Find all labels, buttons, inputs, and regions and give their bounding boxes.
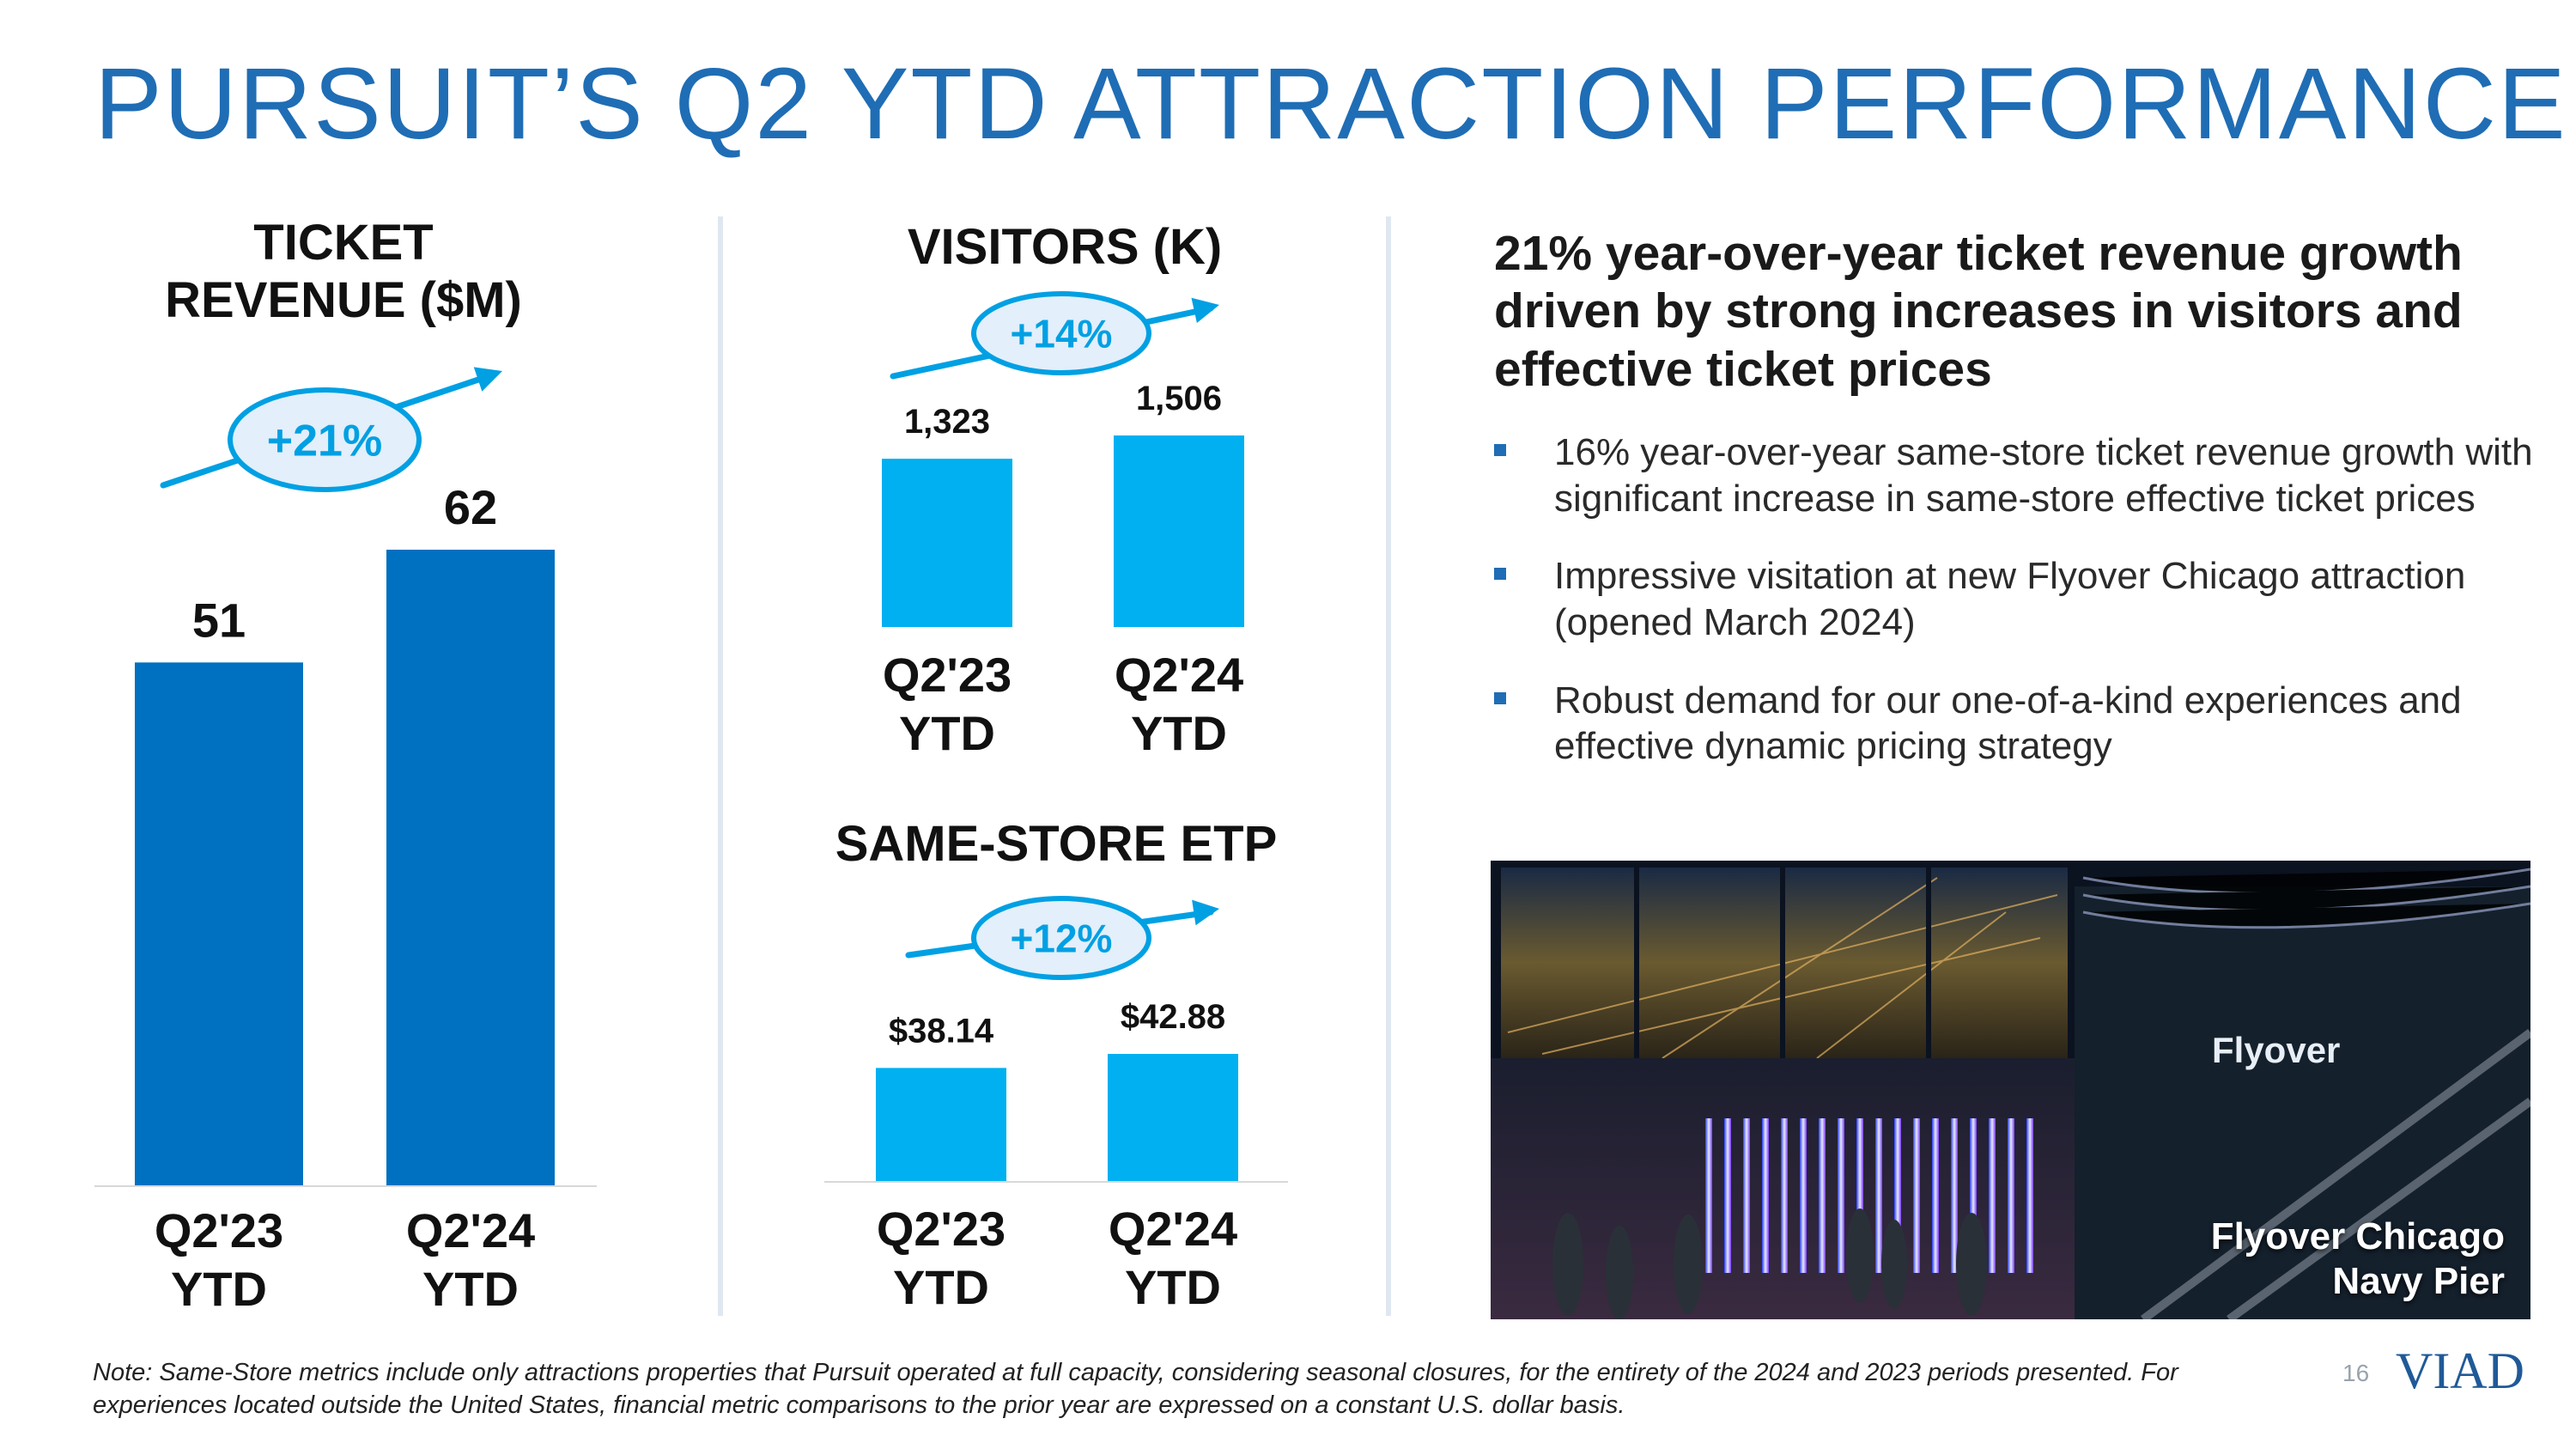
page-title: PURSUIT’S Q2 YTD ATTRACTION PERFORMANCE [94,47,2567,161]
footnote: Note: Same-Store metrics include only at… [93,1359,2178,1419]
bullet-item: Impressive visitation at new Flyover Chi… [1494,553,2542,645]
visitors-title: VISITORS (K) [907,219,1223,275]
growth-arrow-head [1192,899,1219,926]
photo-illustration: Flyover [1491,861,2530,1319]
growth-arrow-head [1191,297,1219,324]
flyover-chicago-photo: Flyover Flyover Chicago Navy Pier [1491,861,2530,1319]
x-tick-label: YTD [893,1260,989,1314]
photo-caption: Flyover Chicago Navy Pier [2211,1215,2505,1304]
bullet-list: 16% year-over-year same-store ticket rev… [1494,429,2542,801]
x-tick-label: YTD [422,1262,519,1316]
bullet-square-icon [1494,444,1506,456]
bar [882,459,1012,627]
bullet-text: Impressive visitation at new Flyover Chi… [1554,555,2466,644]
bullet-square-icon [1494,568,1506,581]
growth-badge [971,291,1151,375]
growth-badge-label: +12% [1011,916,1113,961]
bar [1114,435,1244,627]
growth-badge [228,387,422,492]
bar [135,662,303,1185]
growth-badge [971,896,1151,980]
x-tick-label: YTD [1125,1260,1221,1314]
photo-caption-line1: Flyover Chicago [2210,1215,2505,1258]
bullet-square-icon [1494,691,1506,704]
viad-logo: VIAD [2396,1342,2524,1399]
page-number: 16 [2342,1360,2370,1386]
bar-value-label: 1,506 [1136,380,1222,417]
x-tick-label: Q2'23 [155,1203,283,1257]
bar-value-label: 51 [192,593,246,647]
x-tick-label: Q2'24 [1115,648,1243,702]
x-tick-label: YTD [899,706,995,760]
ticket-revenue-title-line2: REVENUE ($M) [165,271,522,328]
growth-arrow-head [473,367,502,392]
bullet-item: 16% year-over-year same-store ticket rev… [1494,429,2542,521]
growth-badge-label: +14% [1011,312,1113,356]
bar-value-label: 1,323 [904,403,990,441]
x-tick-label: YTD [171,1262,267,1316]
bar-value-label: $42.88 [1121,998,1225,1036]
divider-left [718,216,723,1316]
bullet-item: Robust demand for our one-of-a-kind expe… [1494,678,2542,770]
x-tick-label: Q2'24 [406,1203,535,1257]
bar [1108,1054,1238,1181]
x-tick-label: Q2'24 [1109,1202,1237,1256]
x-tick-label: YTD [1131,706,1227,760]
bullet-text: Robust demand for our one-of-a-kind expe… [1554,679,2462,768]
growth-badge-label: +21% [267,417,382,466]
photo-caption-line2: Navy Pier [2332,1260,2505,1303]
bullet-text: 16% year-over-year same-store ticket rev… [1554,431,2533,520]
bar [386,550,555,1185]
photo-sign-text: Flyover [2212,1030,2340,1070]
same-store-etp-title: SAME-STORE ETP [835,816,1278,872]
divider-right [1386,216,1391,1316]
ticket-revenue-title-line1: TICKET [253,215,434,271]
headline: 21% year-over-year ticket revenue growth… [1494,226,2463,397]
bar-value-label: $38.14 [889,1012,994,1050]
bar [876,1068,1006,1181]
x-tick-label: Q2'23 [883,648,1012,702]
x-tick-label: Q2'23 [877,1202,1005,1256]
bar-value-label: 62 [444,480,497,534]
ticket-revenue-title: TICKET REVENUE ($M) [86,215,601,329]
